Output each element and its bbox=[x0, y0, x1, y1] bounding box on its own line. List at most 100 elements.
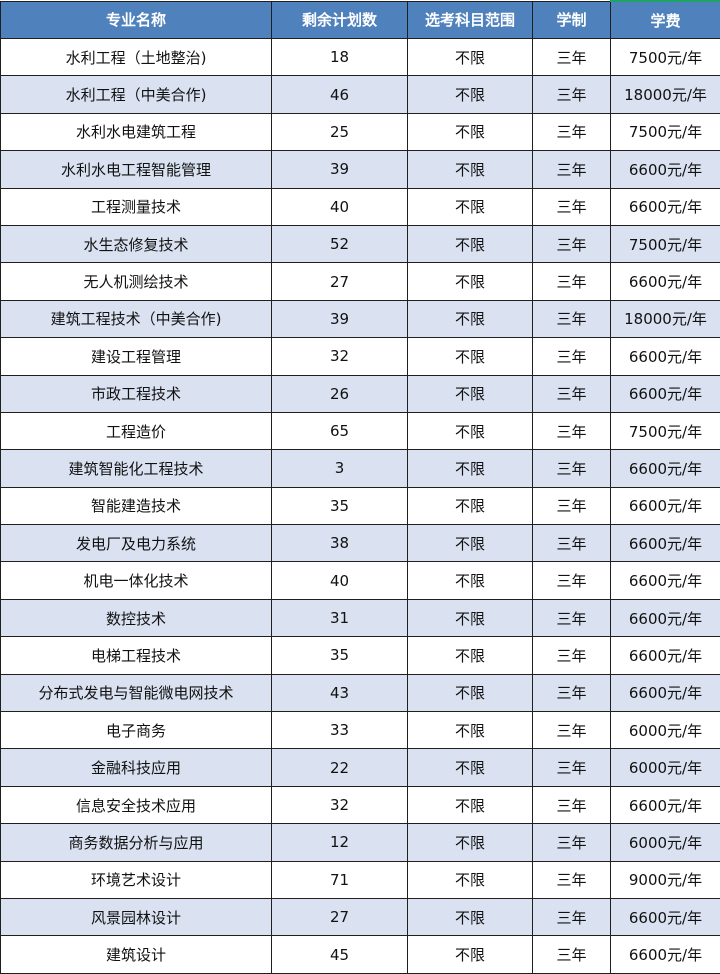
cell-remaining[interactable]: 43 bbox=[272, 674, 408, 711]
cell-major[interactable]: 金融科技应用 bbox=[1, 749, 272, 786]
cell-subjects[interactable]: 不限 bbox=[408, 412, 533, 449]
cell-remaining[interactable]: 27 bbox=[272, 898, 408, 935]
cell-tuition[interactable]: 6600元/年 bbox=[611, 898, 720, 935]
cell-tuition[interactable]: 6600元/年 bbox=[611, 562, 720, 599]
cell-subjects[interactable]: 不限 bbox=[408, 599, 533, 636]
cell-tuition[interactable]: 6600元/年 bbox=[611, 263, 720, 300]
cell-subjects[interactable]: 不限 bbox=[408, 338, 533, 375]
cell-tuition[interactable]: 6600元/年 bbox=[611, 188, 720, 225]
cell-duration[interactable]: 三年 bbox=[533, 300, 611, 337]
cell-tuition[interactable]: 6000元/年 bbox=[611, 749, 720, 786]
cell-tuition[interactable]: 6600元/年 bbox=[611, 151, 720, 188]
cell-subjects[interactable]: 不限 bbox=[408, 824, 533, 861]
cell-subjects[interactable]: 不限 bbox=[408, 113, 533, 150]
cell-duration[interactable]: 三年 bbox=[533, 188, 611, 225]
cell-tuition[interactable]: 18000元/年 bbox=[611, 300, 720, 337]
cell-tuition[interactable]: 7500元/年 bbox=[611, 113, 720, 150]
cell-remaining[interactable]: 26 bbox=[272, 375, 408, 412]
cell-tuition[interactable]: 6600元/年 bbox=[611, 786, 720, 823]
cell-remaining[interactable]: 46 bbox=[272, 76, 408, 113]
cell-major[interactable]: 建筑工程技术（中美合作) bbox=[1, 300, 272, 337]
cell-subjects[interactable]: 不限 bbox=[408, 151, 533, 188]
cell-major[interactable]: 工程造价 bbox=[1, 412, 272, 449]
cell-remaining[interactable]: 12 bbox=[272, 824, 408, 861]
header-subjects[interactable]: 选考科目范围 bbox=[408, 1, 533, 39]
cell-major[interactable]: 机电一体化技术 bbox=[1, 562, 272, 599]
cell-major[interactable]: 建筑设计 bbox=[1, 936, 272, 973]
cell-remaining[interactable]: 40 bbox=[272, 562, 408, 599]
cell-remaining[interactable]: 18 bbox=[272, 39, 408, 76]
cell-tuition[interactable]: 6600元/年 bbox=[611, 450, 720, 487]
cell-remaining[interactable]: 22 bbox=[272, 749, 408, 786]
cell-duration[interactable]: 三年 bbox=[533, 599, 611, 636]
cell-subjects[interactable]: 不限 bbox=[408, 712, 533, 749]
cell-tuition[interactable]: 6600元/年 bbox=[611, 674, 720, 711]
cell-tuition[interactable]: 6600元/年 bbox=[611, 936, 720, 973]
cell-subjects[interactable]: 不限 bbox=[408, 263, 533, 300]
cell-tuition[interactable]: 6600元/年 bbox=[611, 637, 720, 674]
cell-remaining[interactable]: 31 bbox=[272, 599, 408, 636]
cell-tuition[interactable]: 6600元/年 bbox=[611, 487, 720, 524]
cell-duration[interactable]: 三年 bbox=[533, 450, 611, 487]
cell-remaining[interactable]: 32 bbox=[272, 786, 408, 823]
cell-remaining[interactable]: 71 bbox=[272, 861, 408, 898]
cell-duration[interactable]: 三年 bbox=[533, 487, 611, 524]
cell-major[interactable]: 无人机测绘技术 bbox=[1, 263, 272, 300]
cell-tuition[interactable]: 18000元/年 bbox=[611, 76, 720, 113]
cell-major[interactable]: 水利水电建筑工程 bbox=[1, 113, 272, 150]
cell-subjects[interactable]: 不限 bbox=[408, 76, 533, 113]
cell-major[interactable]: 风景园林设计 bbox=[1, 898, 272, 935]
cell-major[interactable]: 智能建造技术 bbox=[1, 487, 272, 524]
cell-duration[interactable]: 三年 bbox=[533, 861, 611, 898]
cell-subjects[interactable]: 不限 bbox=[408, 487, 533, 524]
cell-major[interactable]: 商务数据分析与应用 bbox=[1, 824, 272, 861]
cell-remaining[interactable]: 52 bbox=[272, 225, 408, 262]
cell-major[interactable]: 数控技术 bbox=[1, 599, 272, 636]
cell-subjects[interactable]: 不限 bbox=[408, 300, 533, 337]
cell-duration[interactable]: 三年 bbox=[533, 786, 611, 823]
cell-remaining[interactable]: 33 bbox=[272, 712, 408, 749]
cell-duration[interactable]: 三年 bbox=[533, 898, 611, 935]
cell-major[interactable]: 水利工程（中美合作) bbox=[1, 76, 272, 113]
cell-remaining[interactable]: 38 bbox=[272, 525, 408, 562]
cell-tuition[interactable]: 6000元/年 bbox=[611, 712, 720, 749]
cell-subjects[interactable]: 不限 bbox=[408, 525, 533, 562]
cell-subjects[interactable]: 不限 bbox=[408, 861, 533, 898]
cell-tuition[interactable]: 7500元/年 bbox=[611, 412, 720, 449]
cell-major[interactable]: 电梯工程技术 bbox=[1, 637, 272, 674]
cell-duration[interactable]: 三年 bbox=[533, 562, 611, 599]
cell-subjects[interactable]: 不限 bbox=[408, 450, 533, 487]
cell-major[interactable]: 水生态修复技术 bbox=[1, 225, 272, 262]
cell-remaining[interactable]: 45 bbox=[272, 936, 408, 973]
cell-remaining[interactable]: 65 bbox=[272, 412, 408, 449]
cell-tuition[interactable]: 7500元/年 bbox=[611, 225, 720, 262]
cell-major[interactable]: 环境艺术设计 bbox=[1, 861, 272, 898]
cell-tuition[interactable]: 6000元/年 bbox=[611, 824, 720, 861]
cell-duration[interactable]: 三年 bbox=[533, 225, 611, 262]
cell-duration[interactable]: 三年 bbox=[533, 637, 611, 674]
header-tuition[interactable]: 学费 bbox=[611, 1, 720, 39]
cell-major[interactable]: 水利水电工程智能管理 bbox=[1, 151, 272, 188]
cell-major[interactable]: 电子商务 bbox=[1, 712, 272, 749]
cell-remaining[interactable]: 27 bbox=[272, 263, 408, 300]
cell-duration[interactable]: 三年 bbox=[533, 712, 611, 749]
cell-duration[interactable]: 三年 bbox=[533, 936, 611, 973]
cell-major[interactable]: 发电厂及电力系统 bbox=[1, 525, 272, 562]
cell-subjects[interactable]: 不限 bbox=[408, 225, 533, 262]
cell-subjects[interactable]: 不限 bbox=[408, 749, 533, 786]
cell-major[interactable]: 建设工程管理 bbox=[1, 338, 272, 375]
cell-tuition[interactable]: 6600元/年 bbox=[611, 599, 720, 636]
cell-remaining[interactable]: 35 bbox=[272, 637, 408, 674]
cell-remaining[interactable]: 25 bbox=[272, 113, 408, 150]
cell-duration[interactable]: 三年 bbox=[533, 151, 611, 188]
cell-remaining[interactable]: 40 bbox=[272, 188, 408, 225]
cell-tuition[interactable]: 7500元/年 bbox=[611, 39, 720, 76]
header-duration[interactable]: 学制 bbox=[533, 1, 611, 39]
cell-subjects[interactable]: 不限 bbox=[408, 936, 533, 973]
cell-remaining[interactable]: 39 bbox=[272, 151, 408, 188]
cell-duration[interactable]: 三年 bbox=[533, 824, 611, 861]
cell-major[interactable]: 分布式发电与智能微电网技术 bbox=[1, 674, 272, 711]
cell-subjects[interactable]: 不限 bbox=[408, 188, 533, 225]
cell-duration[interactable]: 三年 bbox=[533, 375, 611, 412]
cell-duration[interactable]: 三年 bbox=[533, 674, 611, 711]
